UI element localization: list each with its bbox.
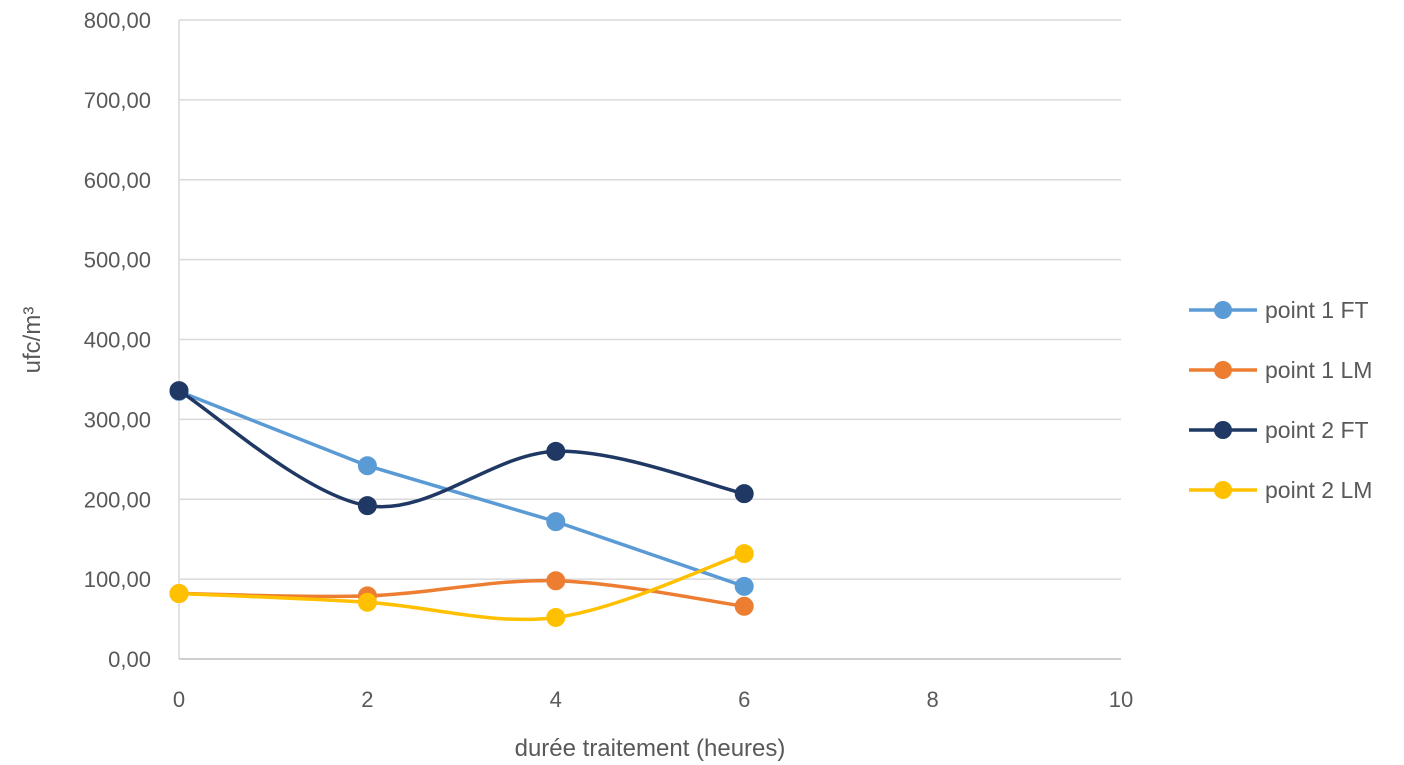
data-point [357,456,377,476]
data-point [546,512,566,532]
legend-marker [1214,421,1232,439]
data-point [734,544,754,564]
series-line [177,389,746,589]
legend: point 1 FT point 1 LM point 2 FT point 2 LM [1189,297,1372,503]
legend-item: point 2 FT [1189,417,1369,443]
y-tick-label: 300,00 [84,407,151,432]
data-point [357,592,377,612]
x-tick-label: 2 [361,687,373,712]
data-point [169,584,189,604]
y-tick-label: 100,00 [84,567,151,592]
legend-item: point 1 LM [1189,357,1372,383]
series-line [177,551,746,622]
y-tick-label: 700,00 [84,88,151,113]
y-tick-label: 400,00 [84,328,151,353]
series-point-1-lm [169,571,754,616]
y-tick-label: 600,00 [84,168,151,193]
y-axis-title: ufc/m³ [19,307,46,374]
data-point [169,381,189,401]
tick-labels: 0,00 100,00 200,00 300,00 400,00 500,00 600,00… [84,8,1134,712]
series-line [177,578,746,609]
legend-label: point 1 FT [1265,297,1369,323]
series-point-1-ft [169,381,754,596]
y-tick-label: 800,00 [84,8,151,33]
legend-marker [1214,301,1232,319]
legend-marker [1214,481,1232,499]
data-point [546,607,566,627]
axes [178,20,1121,660]
y-tick-label: 0,00 [108,647,151,672]
x-tick-label: 4 [550,687,562,712]
x-tick-label: 8 [926,687,938,712]
data-point [734,484,754,504]
x-tick-label: 0 [173,687,185,712]
legend-marker [1214,361,1232,379]
gridlines [179,19,1121,580]
x-axis-title: durée traitement (heures) [515,735,786,762]
x-tick-label: 6 [738,687,750,712]
y-tick-label: 200,00 [84,487,151,512]
data-point [546,441,566,461]
series [169,381,754,627]
legend-item: point 1 FT [1189,297,1369,323]
series-line [177,388,746,509]
x-tick-label: 10 [1109,687,1133,712]
series-point-2-ft [169,381,754,516]
legend-label: point 2 LM [1265,477,1372,503]
data-point [357,496,377,516]
y-tick-label: 500,00 [84,248,151,273]
data-point [546,571,566,591]
series-point-2-lm [169,544,754,627]
legend-label: point 2 FT [1265,417,1369,443]
data-point [734,576,754,596]
legend-item: point 2 LM [1189,477,1372,503]
data-point [734,596,754,616]
legend-label: point 1 LM [1265,357,1372,383]
